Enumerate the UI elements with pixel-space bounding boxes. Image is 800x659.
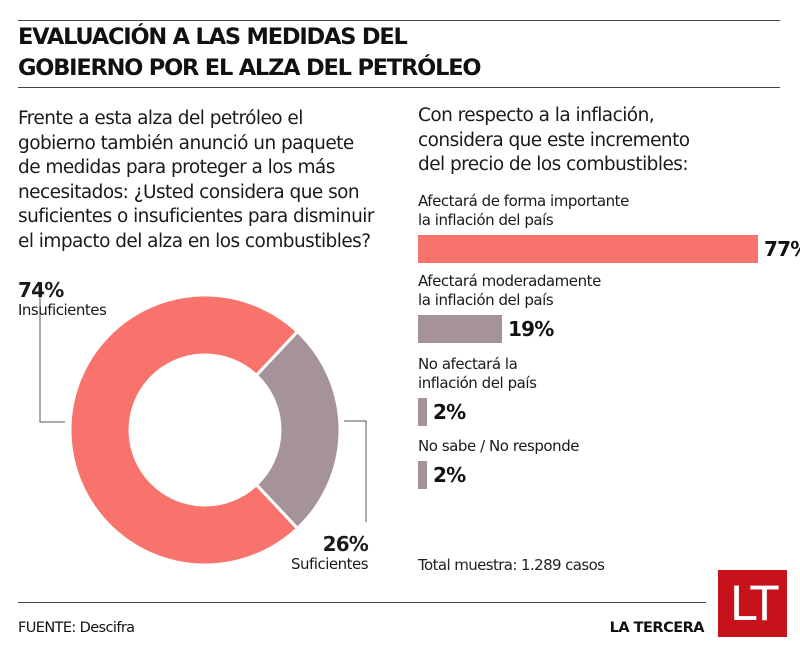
slice-name: Insuficientes: [18, 301, 107, 319]
question-line: gobierno también anunció un paquete: [18, 132, 354, 154]
bar-value: 2%: [433, 400, 466, 424]
brand-logo: LT: [718, 570, 787, 637]
slice-percent: 74%: [18, 278, 64, 302]
question-line: Con respecto a la inflación,: [418, 105, 655, 126]
bar-label: la inflación del país: [418, 211, 554, 229]
sample-size: Total muestra: 1.289 casos: [418, 556, 605, 574]
bar-value: 19%: [508, 317, 554, 341]
page-title: EVALUACIÓN A LAS MEDIDAS DEL GOBIERNO PO…: [18, 22, 778, 84]
top-rule: [18, 20, 780, 21]
question-line: Frente a esta alza del petróleo el: [18, 108, 303, 129]
bar-item: Afectará moderadamente la inflación del …: [418, 272, 601, 343]
source-credit: FUENTE: Descifra: [18, 620, 135, 636]
bar-label: Afectará moderadamente: [418, 272, 601, 290]
leader-line-suficientes: [344, 420, 367, 522]
bar-item: Afectará de forma importante la inflació…: [418, 192, 800, 263]
donut-slice-suficientes: [254, 329, 342, 531]
slice-label-insuficientes: 74% Insuficientes: [18, 278, 107, 320]
slice-label-suficientes: 26% Suficientes: [291, 532, 369, 574]
question-line: necesitados: ¿Usted considera que son: [18, 181, 360, 203]
bar-label: No afectará la: [418, 355, 518, 373]
question-line: considera que este incremento: [418, 129, 690, 151]
donut-chart: [39, 284, 367, 567]
left-question: Frente a esta alza del petróleo el gobie…: [18, 107, 398, 254]
slice-name: Suficientes: [291, 555, 369, 573]
question-line: del precio de los combustibles:: [418, 154, 689, 175]
bar: [418, 235, 758, 263]
bar-label: la inflación del país: [418, 291, 554, 309]
title-rule: [18, 87, 780, 88]
bar-value: 77%: [764, 237, 800, 261]
bar: [418, 398, 427, 426]
bar: [418, 461, 427, 489]
title-line: GOBIERNO POR EL ALZA DEL PETRÓLEO: [18, 55, 482, 81]
leader-line-insuficientes: [39, 284, 65, 423]
question-line: de medidas para proteger a los más: [18, 157, 335, 178]
right-question: Con respecto a la inflación, considera q…: [418, 104, 788, 178]
bar-label: No sabe / No responde: [418, 437, 580, 455]
bar-label: Afectará de forma importante: [418, 192, 629, 210]
question-line: el impacto del alza en los combustibles?: [18, 230, 371, 252]
title-line: EVALUACIÓN A LAS MEDIDAS DEL: [18, 24, 408, 50]
question-line: suficientes o insuficientes para disminu…: [18, 206, 374, 227]
footer-rule: [18, 602, 706, 603]
donut-slice-insuficientes: [68, 293, 300, 567]
bar: [418, 315, 502, 343]
bar-value: 2%: [433, 463, 466, 487]
brand-name: LA TERCERA: [609, 620, 705, 636]
bar-label: inflación del país: [418, 374, 537, 392]
bar-item: No sabe / No responde 2%: [418, 437, 580, 489]
slice-percent: 26%: [322, 532, 369, 556]
bar-item: No afectará la inflación del país 2%: [418, 355, 537, 426]
